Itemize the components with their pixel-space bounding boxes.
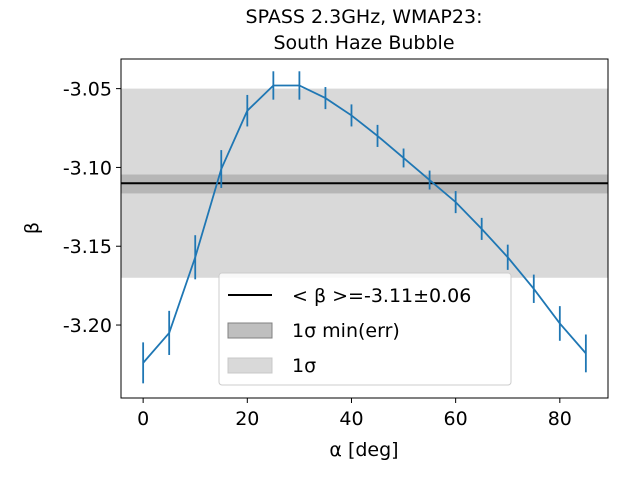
x-axis-label: α [deg] (329, 439, 398, 461)
y-tick-label: -3.10 (63, 157, 112, 179)
y-tick-label: -3.20 (63, 315, 112, 337)
x-tick-label: 20 (235, 408, 259, 430)
series-line (142, 84, 587, 364)
legend-frame (218, 272, 512, 386)
chart-title-line-2: South Haze Bubble (273, 32, 454, 54)
x-tick-label: 80 (548, 408, 572, 430)
data-series (142, 71, 587, 384)
legend: < β >=-3.11±0.06 1σ min(err) 1σ (218, 272, 512, 386)
plot-frame (120, 58, 609, 399)
x-tick-label: 0 (137, 408, 149, 430)
plot-area (121, 71, 608, 384)
x-tick-label: 60 (444, 408, 468, 430)
y-axis-label: β (21, 222, 43, 234)
legend-min-err-swatch (227, 322, 273, 339)
legend-mean-label: < β >=-3.11±0.06 (292, 285, 471, 307)
legend-min-err-label: 1σ min(err) (292, 320, 400, 342)
chart-title-line-1: SPASS 2.3GHz, WMAP23: (246, 6, 483, 28)
y-axis: -3.05 -3.10 -3.15 -3.20 (63, 79, 121, 337)
legend-sigma-swatch (227, 357, 273, 374)
x-axis: 0 20 40 60 80 (137, 398, 572, 430)
y-tick-label: -3.15 (63, 236, 112, 258)
legend-sigma-label: 1σ (292, 355, 316, 377)
x-tick-label: 40 (339, 408, 363, 430)
y-tick-label: -3.05 (63, 79, 112, 101)
